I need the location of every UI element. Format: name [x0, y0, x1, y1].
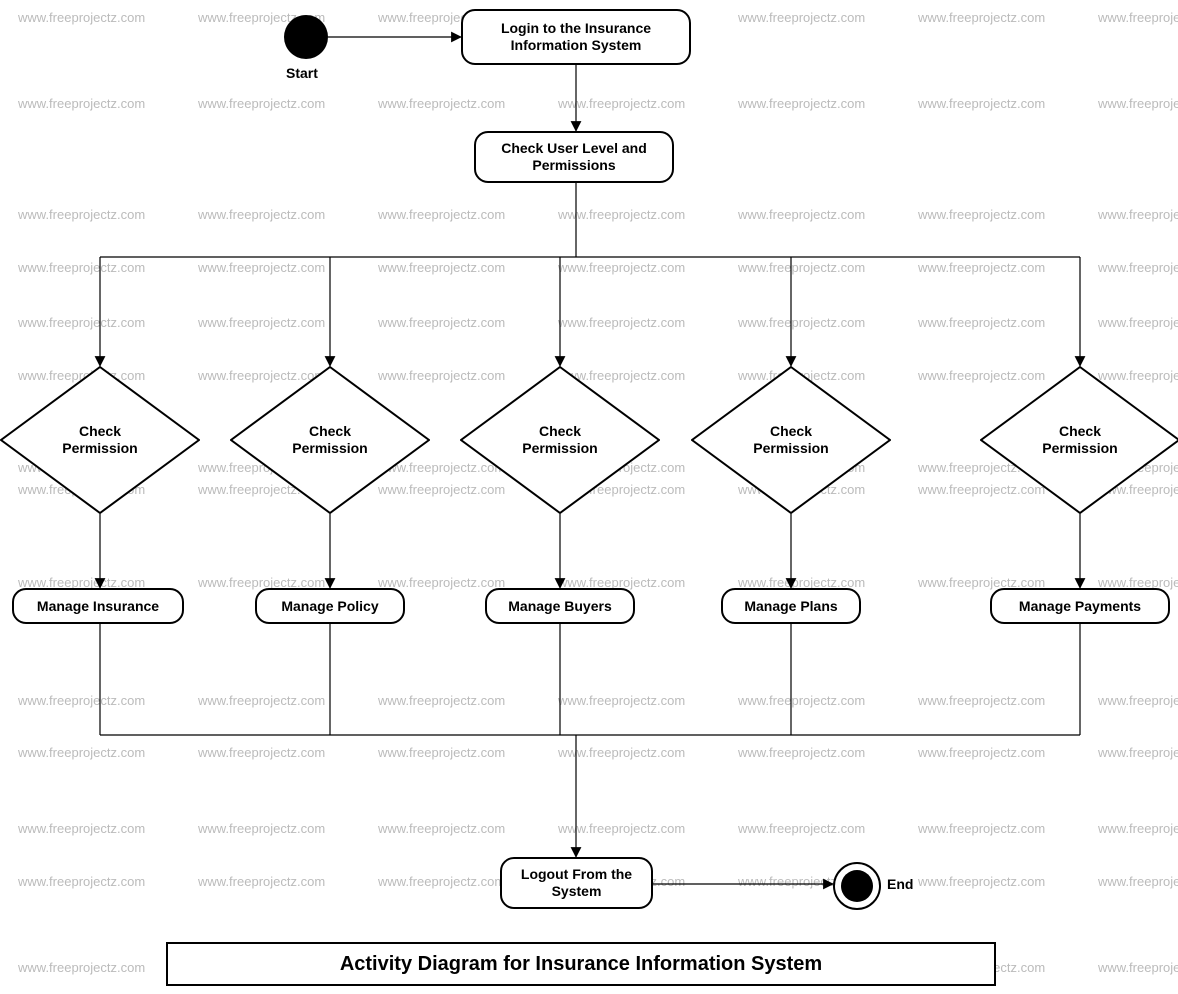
manage-node: Manage Policy — [255, 588, 405, 624]
end-node — [833, 862, 881, 910]
manage-node: Manage Buyers — [485, 588, 635, 624]
decision-node: CheckPermission — [691, 366, 891, 514]
decision-node: CheckPermission — [0, 366, 200, 514]
logout-node: Logout From the System — [500, 857, 653, 909]
manage-node: Manage Plans — [721, 588, 861, 624]
end-node-inner — [841, 870, 873, 902]
manage-node: Manage Payments — [990, 588, 1170, 624]
start-label: Start — [286, 65, 318, 81]
diagram-title: Activity Diagram for Insurance Informati… — [166, 942, 996, 986]
check-permissions-node: Check User Level and Permissions — [474, 131, 674, 183]
end-label: End — [887, 876, 913, 892]
decision-node: CheckPermission — [980, 366, 1178, 514]
start-node — [284, 15, 328, 59]
login-node: Login to the Insurance Information Syste… — [461, 9, 691, 65]
decision-node: CheckPermission — [460, 366, 660, 514]
manage-node: Manage Insurance — [12, 588, 184, 624]
decision-node: CheckPermission — [230, 366, 430, 514]
